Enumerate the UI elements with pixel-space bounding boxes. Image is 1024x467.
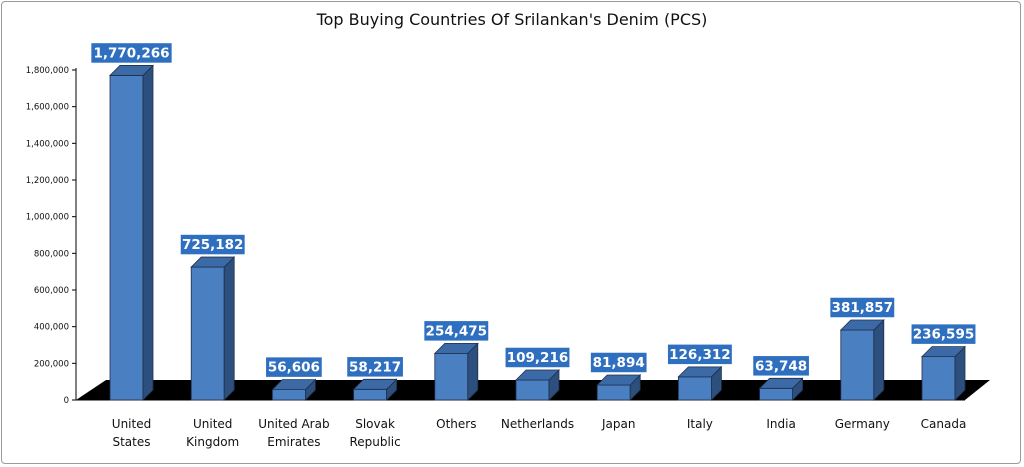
x-tick-label: Italy xyxy=(687,417,713,431)
x-tick-label: Canada xyxy=(921,417,967,431)
data-label-box xyxy=(828,296,896,319)
bar-top xyxy=(839,319,885,331)
bar xyxy=(921,356,956,401)
chart-title: Top Buying Countries Of Srilankan's Deni… xyxy=(316,10,708,29)
bar-top xyxy=(271,379,317,391)
x-tick-label-line: United xyxy=(112,417,151,431)
y-tick-label: 400,000 xyxy=(34,323,69,333)
data-label-box xyxy=(589,351,649,374)
x-tick-label-line: Germany xyxy=(835,417,890,431)
y-tick-label: 0 xyxy=(64,396,69,406)
bar-top xyxy=(921,346,966,358)
data-label-box xyxy=(504,346,571,369)
bar-side xyxy=(142,64,154,401)
bar-top xyxy=(596,374,642,386)
data-label: 126,312 xyxy=(669,347,731,363)
bar xyxy=(596,384,631,401)
y-tick-label: 200,000 xyxy=(34,359,69,369)
x-tick-label-line: Kingdom xyxy=(186,435,239,449)
y-tick-label: 800,000 xyxy=(34,249,69,259)
bar-side xyxy=(873,319,885,401)
data-label: 63,748 xyxy=(755,358,807,374)
x-tick-label-line: United Arab xyxy=(258,417,329,431)
x-tick-label: Germany xyxy=(835,417,890,431)
x-tick-label-line: Japan xyxy=(601,417,635,431)
y-tick-label: 600,000 xyxy=(34,286,69,296)
bar xyxy=(759,387,793,401)
bar-top xyxy=(190,256,236,268)
x-tick-label-line: Emirates xyxy=(267,435,320,449)
x-tick-label: United Arab Emirates xyxy=(258,417,329,449)
bar-top xyxy=(758,377,804,389)
y-tick-label: 1,000,000 xyxy=(26,213,69,223)
bar xyxy=(678,376,712,401)
data-label: 725,182 xyxy=(182,237,244,253)
bar xyxy=(109,75,144,401)
data-label-box xyxy=(264,355,324,379)
bar xyxy=(840,329,875,401)
bar-top xyxy=(352,378,398,390)
data-label-box xyxy=(89,41,174,65)
data-label-box xyxy=(666,343,734,366)
data-label: 58,217 xyxy=(349,359,401,375)
data-label: 56,606 xyxy=(268,360,320,376)
bar xyxy=(353,388,388,401)
bar xyxy=(271,389,306,401)
x-tick-label-line: Italy xyxy=(687,417,713,431)
data-label: 109,216 xyxy=(507,350,569,366)
data-label: 1,770,266 xyxy=(93,45,169,61)
x-tick-label: India xyxy=(766,417,795,431)
data-label: 81,894 xyxy=(593,355,645,371)
bar-side xyxy=(223,256,235,401)
x-tick-label: Slovak Republic xyxy=(349,417,400,449)
data-label: 236,595 xyxy=(913,327,975,343)
data-label-box xyxy=(751,354,811,378)
data-label: 381,857 xyxy=(832,300,894,316)
bar-top xyxy=(433,342,479,354)
x-tick-label-line: Canada xyxy=(921,417,967,431)
bar xyxy=(515,379,550,401)
data-label-box xyxy=(345,355,405,379)
x-tick-label: Others xyxy=(436,417,476,431)
x-tick-label-line: United xyxy=(193,417,232,431)
data-label-box xyxy=(422,319,490,343)
x-tick-label-line: Republic xyxy=(349,435,400,449)
bar xyxy=(434,352,469,401)
x-tick-label-line: India xyxy=(766,417,795,431)
x-tick-label: Japan xyxy=(601,417,635,431)
y-tick-label: 1,200,000 xyxy=(26,176,69,186)
x-tick-label: Netherlands xyxy=(501,417,574,431)
y-tick-label: 1,800,000 xyxy=(26,66,69,76)
bar xyxy=(190,266,225,401)
x-tick-label-line: Slovak xyxy=(355,417,395,431)
data-label: 254,475 xyxy=(426,323,488,339)
bar-top xyxy=(109,65,154,76)
x-tick-label: United Kingdom xyxy=(186,417,239,449)
x-tick-label-line: Netherlands xyxy=(501,417,574,431)
bar-top xyxy=(515,369,560,381)
bar-top xyxy=(677,366,723,378)
y-tick-label: 1,400,000 xyxy=(26,139,69,149)
y-tick-label: 1,600,000 xyxy=(26,103,69,113)
data-label-box xyxy=(179,233,247,256)
x-tick-label-line: States xyxy=(112,435,150,449)
data-label-box xyxy=(910,322,977,346)
x-tick-label-line: Others xyxy=(436,417,476,431)
x-tick-label: United States xyxy=(112,417,151,449)
